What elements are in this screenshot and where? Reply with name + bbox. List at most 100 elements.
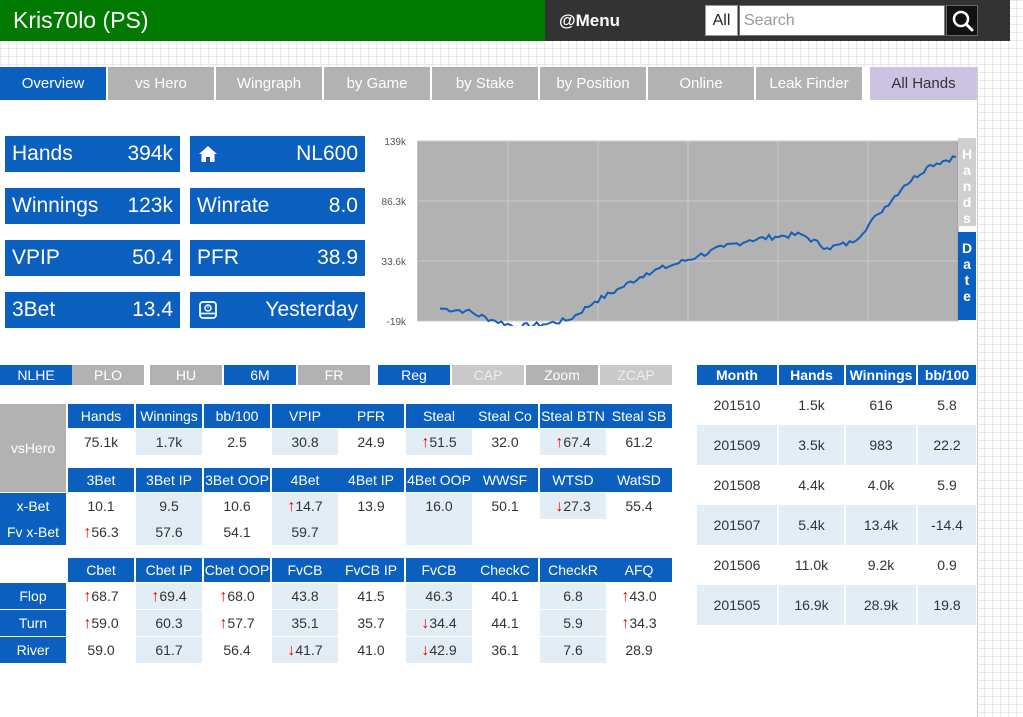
stat-cell: ↑34.3	[606, 610, 672, 636]
stat-cell: 32.0	[472, 429, 538, 455]
stat-value: 59.0	[91, 615, 119, 631]
stat-header: FvCB	[272, 558, 338, 582]
stat-cell: 55.4	[606, 493, 672, 519]
stat-header: Winnings	[136, 404, 202, 428]
filter-zcap[interactable]: ZCAP	[600, 365, 672, 385]
stat-header: Cbet IP	[136, 558, 202, 582]
stat-header: 3Bet	[68, 468, 134, 492]
stat-cell: ↓42.9	[406, 637, 472, 663]
stat-cell: ↑69.4	[136, 583, 202, 609]
menu-button[interactable]: @Menu	[559, 11, 620, 30]
tile-hands: Hands 394k	[5, 136, 180, 172]
stat-header: AFQ	[606, 558, 672, 582]
filter-fr[interactable]: FR	[298, 365, 370, 385]
month-table-cell: 616	[846, 385, 916, 425]
winnings-line	[439, 155, 957, 331]
filter-cap[interactable]: CAP	[452, 365, 524, 385]
tab-online[interactable]: Online	[648, 67, 754, 100]
arrow-up-icon: ↑	[621, 615, 630, 632]
month-table-cell: 28.9k	[846, 585, 916, 625]
stat-header: 4Bet	[272, 468, 338, 492]
tile-label: 3Bet	[12, 298, 56, 321]
row-label: Flop	[0, 583, 66, 609]
stat-cell: 1.7k	[136, 429, 202, 455]
stat-value: 56.4	[223, 642, 251, 658]
stat-cell: ↑57.7	[204, 610, 270, 636]
tab-by-game[interactable]: by Game	[324, 67, 430, 100]
arrow-up-icon: ↑	[621, 588, 630, 605]
stat-header: VPIP	[272, 404, 338, 428]
player-title: Kris70lo (PS)	[0, 0, 545, 41]
stat-value: 51.5	[429, 434, 457, 450]
tab-overview[interactable]: Overview	[0, 67, 106, 100]
stat-cell: ↑56.3	[68, 519, 134, 545]
stat-cell: 2.5	[204, 429, 270, 455]
month-table-cell: 5.8	[918, 385, 976, 425]
stat-value: 69.4	[159, 588, 187, 604]
tab-by-position[interactable]: by Position	[540, 67, 646, 100]
stat-value: 24.9	[357, 434, 385, 450]
stat-value: 44.1	[491, 615, 519, 631]
stat-value: 27.3	[563, 498, 591, 514]
month-table-cell: 201509	[697, 425, 777, 465]
stat-cell: 13.9	[338, 493, 404, 519]
stat-cell: 43.8	[272, 583, 338, 609]
stat-value: 5.9	[563, 615, 583, 631]
month-table-header: Month	[697, 365, 777, 385]
stat-cell: 50.1	[472, 493, 538, 519]
stat-value: 34.3	[629, 615, 657, 631]
tile-value: 8.0	[328, 194, 358, 217]
stat-cell: 5.9	[540, 610, 606, 636]
tab-all-hands[interactable]: All Hands	[870, 67, 977, 100]
stat-cell: 36.1	[472, 637, 538, 663]
filter-nlhe[interactable]: NLHE	[0, 365, 72, 385]
filter-zoom[interactable]: Zoom	[526, 365, 598, 385]
stat-value: 60.3	[155, 615, 183, 631]
stat-value: 10.1	[87, 498, 115, 514]
top-bar: Kris70lo (PS) @Menu All	[0, 0, 1023, 42]
search-input[interactable]	[739, 5, 945, 36]
arrow-up-icon: ↑	[219, 588, 228, 605]
month-table-cell: 11.0k	[779, 545, 844, 585]
stat-cell: 16.0	[406, 493, 472, 519]
stat-header: CheckC	[472, 558, 538, 582]
month-table-header: bb/100	[918, 365, 976, 385]
arrow-down-icon: ↓	[421, 615, 430, 632]
stat-value: 59.7	[291, 524, 319, 540]
stat-value: 13.9	[357, 498, 385, 514]
stat-cell: 24.9	[338, 429, 404, 455]
tile-label: Winrate	[197, 194, 270, 217]
stat-cell	[472, 519, 538, 545]
month-table-cell: 0.9	[918, 545, 976, 585]
stat-header: 4Bet OOP	[406, 468, 472, 492]
stat-header: bb/100	[204, 404, 270, 428]
stat-value: 59.0	[87, 642, 115, 658]
tile-winrate: Winrate 8.0	[190, 188, 365, 224]
filter-hu[interactable]: HU	[150, 365, 222, 385]
tab-leak-finder[interactable]: Leak Finder	[756, 67, 862, 100]
month-table-cell: 983	[846, 425, 916, 465]
filter-plo[interactable]: PLO	[72, 365, 144, 385]
y-tick-label: 86.3k	[382, 197, 407, 208]
tile-value: 50.4	[132, 246, 173, 269]
stat-value: 55.4	[625, 498, 653, 514]
search-icon	[952, 10, 974, 32]
stat-value: 2.5	[227, 434, 247, 450]
stat-cell: 35.1	[272, 610, 338, 636]
search-scope-select[interactable]: All	[705, 5, 738, 36]
calendar-clock-icon	[199, 301, 217, 319]
stat-value: 36.1	[491, 642, 519, 658]
tab-vs-hero[interactable]: vs Hero	[108, 67, 214, 100]
filter-6m[interactable]: 6M	[224, 365, 296, 385]
search-button[interactable]	[946, 5, 978, 36]
filter-reg[interactable]: Reg	[378, 365, 450, 385]
winnings-chart: 139k 86.3k 33.6k -19k	[382, 137, 959, 331]
stat-cell: ↓34.4	[406, 610, 472, 636]
stat-cell: 10.6	[204, 493, 270, 519]
tab-bar: Overview vs Hero Wingraph by Game by Sta…	[0, 67, 978, 100]
tab-by-stake[interactable]: by Stake	[432, 67, 538, 100]
tab-wingraph[interactable]: Wingraph	[216, 67, 322, 100]
stat-value: 41.0	[357, 642, 385, 658]
